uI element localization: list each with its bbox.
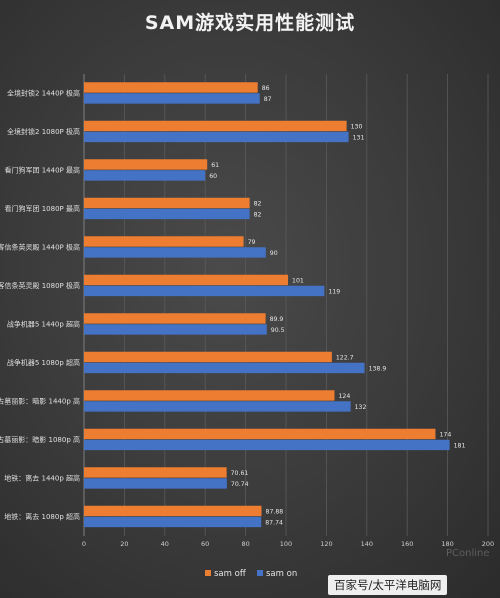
x-tick-label: 0 bbox=[82, 540, 86, 548]
category-label: 刺客信条英灵殿 1080P 极高 bbox=[0, 281, 80, 290]
sam-on-bar bbox=[84, 170, 206, 181]
x-tick-label: 120 bbox=[320, 540, 332, 548]
data-label: 101 bbox=[292, 277, 304, 284]
legend-swatch bbox=[205, 570, 211, 576]
sam-off-bar bbox=[84, 390, 335, 401]
chart-title: SAM游戏实用性能测试 bbox=[144, 12, 356, 34]
category-label: 全境封锁2 1080P 极高 bbox=[7, 127, 80, 136]
sam-on-bar bbox=[84, 516, 262, 528]
sam-off-bar bbox=[84, 236, 244, 247]
category-label: 战争机器5 1440p 超高 bbox=[7, 319, 80, 328]
data-label: 86 bbox=[262, 85, 270, 92]
data-label: 119 bbox=[328, 288, 340, 295]
sam-off-bar bbox=[84, 351, 332, 363]
category-label: 全境封锁2 1440P 极高 bbox=[7, 88, 80, 97]
category-label: 古墓丽影：暗影 1080p 高 bbox=[0, 435, 80, 444]
sam-off-bar bbox=[84, 120, 347, 132]
data-label: 82 bbox=[254, 211, 262, 218]
category-label: 地铁：离去 1440p 超高 bbox=[4, 473, 80, 482]
data-label: 181 bbox=[454, 442, 466, 449]
data-label: 122.7 bbox=[336, 354, 354, 361]
site-watermark: 百家号/太平洋电脑网 bbox=[328, 575, 448, 595]
data-label: 79 bbox=[248, 239, 256, 246]
sam-off-bar bbox=[84, 428, 436, 440]
x-tick-label: 100 bbox=[280, 540, 292, 548]
sam-on-bar bbox=[84, 324, 267, 335]
sam-off-bar bbox=[84, 505, 262, 517]
legend-label: sam on bbox=[266, 569, 297, 579]
sam-off-bar bbox=[84, 274, 289, 286]
x-tick-label: 160 bbox=[401, 540, 413, 548]
pconline-watermark: PConline bbox=[446, 548, 490, 559]
category-label: 地铁：离去 1080p 超高 bbox=[4, 512, 80, 521]
data-label: 132 bbox=[355, 404, 367, 411]
x-tick-label: 200 bbox=[482, 540, 494, 548]
sam-on-bar bbox=[84, 285, 325, 297]
data-label: 138.9 bbox=[369, 365, 387, 372]
data-label: 87.74 bbox=[265, 519, 283, 526]
data-label: 70.74 bbox=[231, 481, 249, 488]
sam-on-bar bbox=[84, 93, 260, 104]
data-label: 89.9 bbox=[270, 316, 284, 323]
sam-off-bar bbox=[84, 159, 208, 170]
sam-on-bar bbox=[84, 362, 365, 374]
sam-on-bar bbox=[84, 439, 450, 451]
x-tick-label: 20 bbox=[120, 540, 128, 548]
sam-on-bar bbox=[84, 478, 227, 489]
legend-swatch bbox=[257, 570, 263, 576]
category-label: 看门狗军团 1080P 最高 bbox=[5, 204, 81, 213]
sam-on-bar bbox=[84, 401, 351, 412]
category-label: 看门狗军团 1440P 最高 bbox=[5, 165, 81, 174]
category-label: 刺客信条英灵殿 1440P 极高 bbox=[0, 242, 80, 251]
sam-off-bar bbox=[84, 313, 266, 324]
data-label: 124 bbox=[338, 393, 350, 400]
data-label: 87.88 bbox=[266, 508, 284, 515]
x-tick-label: 140 bbox=[361, 540, 373, 548]
data-label: 87 bbox=[264, 96, 272, 103]
x-tick-label: 60 bbox=[201, 540, 209, 548]
data-label: 131 bbox=[353, 134, 365, 141]
sam-on-bar bbox=[84, 247, 266, 258]
x-tick-label: 80 bbox=[241, 540, 249, 548]
data-label: 130 bbox=[351, 123, 363, 130]
data-label: 90 bbox=[270, 250, 278, 257]
legend-label: sam off bbox=[214, 569, 247, 579]
category-label: 古墓丽影：暗影 1440p 高 bbox=[0, 396, 80, 405]
data-label: 70.61 bbox=[231, 470, 249, 477]
data-label: 60 bbox=[209, 173, 217, 180]
x-tick-label: 180 bbox=[441, 540, 453, 548]
x-tick-label: 40 bbox=[161, 540, 169, 548]
sam-off-bar bbox=[84, 82, 258, 93]
sam-off-bar bbox=[84, 197, 250, 209]
data-label: 90.5 bbox=[271, 327, 285, 334]
sam-off-bar bbox=[84, 467, 227, 478]
data-label: 61 bbox=[211, 162, 219, 169]
sam-on-bar bbox=[84, 208, 250, 220]
category-label: 战争机器5 1080p 超高 bbox=[7, 358, 80, 367]
data-label: 82 bbox=[254, 200, 262, 207]
sam-on-bar bbox=[84, 131, 349, 143]
data-label: 174 bbox=[439, 431, 451, 438]
